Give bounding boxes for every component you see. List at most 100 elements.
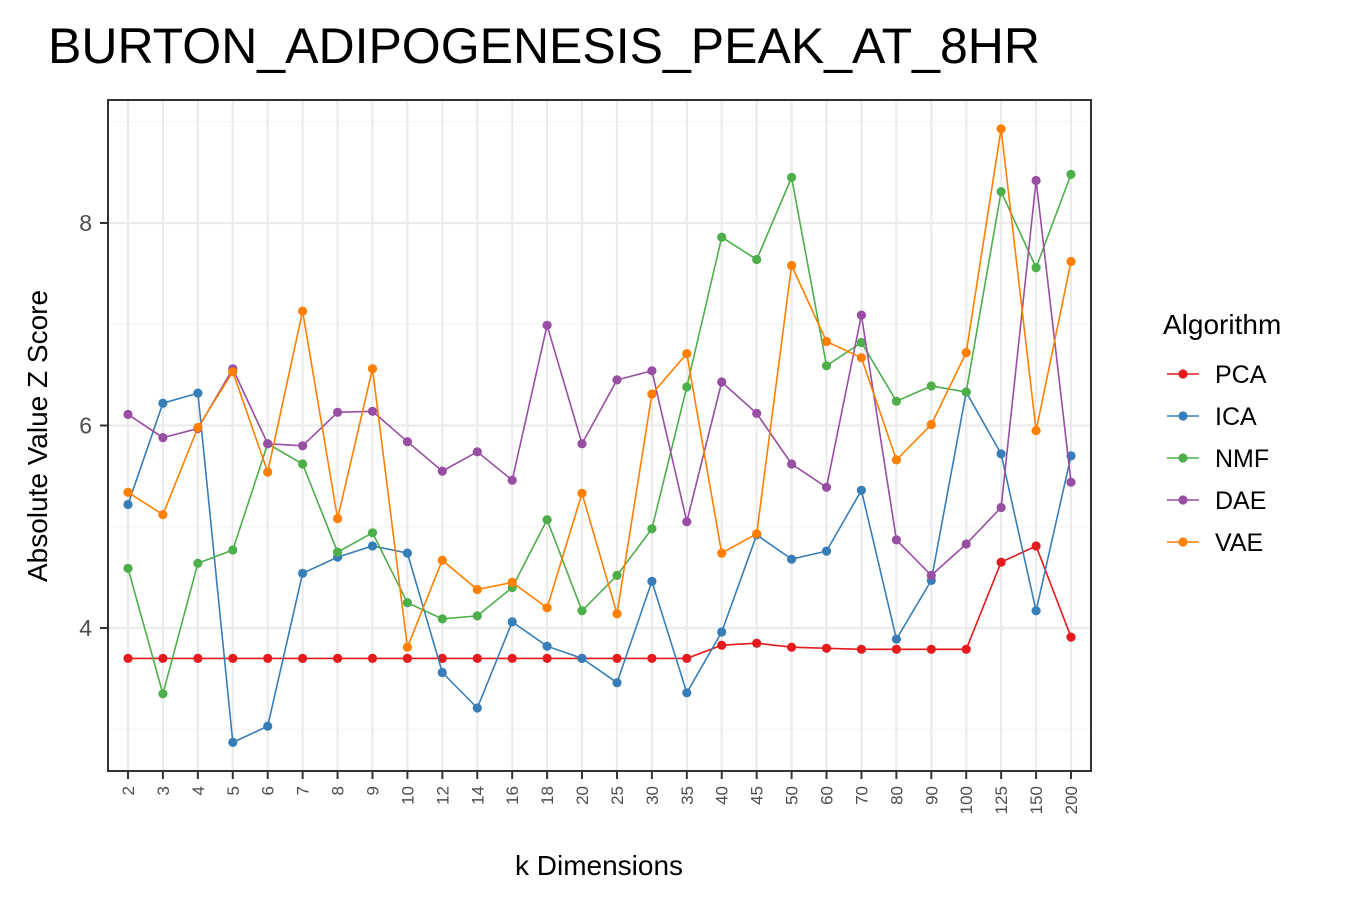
- data-point-vae: [472, 584, 482, 595]
- data-point-nmf: [402, 598, 412, 608]
- data-point-nmf: [437, 614, 447, 624]
- data-point-dae: [158, 433, 168, 443]
- data-point-pca: [856, 644, 867, 654]
- data-point-pca: [717, 640, 727, 650]
- x-tick-label: 7: [294, 786, 313, 795]
- data-point-nmf: [612, 570, 622, 581]
- data-point-pca: [891, 644, 902, 654]
- data-point-nmf: [856, 337, 867, 348]
- data-point-nmf: [367, 528, 378, 538]
- legend: Algorithm PCA ICA NMF DAE VAE: [1163, 309, 1281, 557]
- data-point-pca: [647, 653, 657, 664]
- data-point-dae: [682, 517, 692, 527]
- series-line-pca: [128, 544, 1072, 660]
- data-point-dae: [717, 377, 727, 387]
- legend-key-point: [1178, 495, 1188, 505]
- legend-title: Algorithm: [1163, 309, 1281, 340]
- data-point-dae: [1066, 477, 1076, 487]
- data-point-dae: [752, 408, 762, 418]
- legend-key-point: [1178, 537, 1188, 547]
- data-point-dae: [542, 320, 552, 330]
- series-line-nmf: [127, 174, 1072, 697]
- data-point-nmf: [752, 254, 762, 265]
- data-point-ica: [682, 688, 692, 698]
- legend-item-vae: VAE: [1167, 529, 1263, 557]
- data-point-nmf: [333, 547, 343, 557]
- data-point-dae: [891, 535, 902, 545]
- x-tick-label: 50: [783, 786, 802, 805]
- series-vae: [123, 124, 1076, 652]
- data-point-ica: [263, 721, 273, 731]
- data-point-nmf: [1031, 263, 1041, 273]
- chart-title: BURTON_ADIPOGENESIS_PEAK_AT_8HR: [48, 18, 1040, 74]
- data-point-ica: [577, 653, 587, 664]
- data-point-vae: [856, 353, 867, 363]
- data-point-vae: [263, 467, 273, 477]
- data-point-vae: [402, 642, 412, 652]
- data-point-vae: [961, 348, 971, 358]
- data-point-vae: [682, 349, 692, 359]
- data-point-vae: [193, 422, 203, 433]
- data-point-pca: [123, 653, 133, 664]
- series-dae: [123, 175, 1076, 581]
- data-point-dae: [123, 409, 133, 419]
- x-tick-label: 200: [1062, 786, 1081, 814]
- data-point-pca: [996, 557, 1006, 567]
- data-point-vae: [1031, 426, 1041, 436]
- data-point-dae: [926, 570, 936, 581]
- data-point-pca: [193, 653, 203, 664]
- data-point-dae: [298, 441, 308, 451]
- x-tick-label: 5: [224, 786, 243, 795]
- data-point-nmf: [1066, 169, 1076, 179]
- data-point-vae: [507, 577, 517, 588]
- data-point-nmf: [158, 689, 168, 699]
- data-point-dae: [402, 437, 412, 447]
- data-point-vae: [717, 548, 727, 558]
- series-line-ica: [127, 389, 1072, 744]
- data-point-dae: [996, 502, 1006, 513]
- x-tick-label: 16: [503, 786, 522, 805]
- data-point-vae: [891, 455, 902, 465]
- data-point-ica: [123, 499, 133, 510]
- x-tick-label: 90: [922, 786, 941, 805]
- legend-label: PCA: [1215, 361, 1267, 389]
- data-point-nmf: [926, 381, 936, 391]
- x-axis-title: k Dimensions: [515, 850, 683, 881]
- x-tick-label: 125: [992, 786, 1011, 814]
- y-axis: 4 6 8: [79, 210, 108, 641]
- x-tick-label: 8: [329, 786, 348, 795]
- data-point-vae: [437, 555, 447, 565]
- x-tick-label: 25: [608, 786, 627, 805]
- data-point-pca: [402, 653, 412, 664]
- legend-item-dae: DAE: [1167, 487, 1266, 515]
- legend-item-ica: ICA: [1167, 403, 1257, 431]
- data-point-vae: [123, 487, 133, 497]
- x-tick-label: 45: [748, 786, 767, 805]
- data-point-pca: [821, 643, 832, 653]
- data-point-nmf: [228, 545, 238, 555]
- data-point-pca: [752, 638, 762, 648]
- data-point-nmf: [123, 563, 133, 573]
- data-point-nmf: [647, 524, 657, 534]
- y-axis-title: Absolute Value Z Score: [22, 290, 53, 582]
- data-point-ica: [856, 485, 867, 495]
- data-point-vae: [542, 603, 552, 613]
- data-point-vae: [577, 488, 587, 498]
- data-point-nmf: [682, 382, 692, 392]
- x-tick-label: 100: [957, 786, 976, 814]
- data-point-pca: [926, 644, 936, 654]
- x-tick-label: 20: [573, 786, 592, 805]
- data-point-ica: [612, 678, 622, 688]
- panel-border: [107, 99, 1092, 772]
- series-line-dae: [127, 180, 1072, 577]
- data-point-nmf: [193, 558, 203, 568]
- x-tick-label: 150: [1027, 786, 1046, 814]
- data-point-nmf: [891, 396, 902, 406]
- x-tick-label: 9: [363, 786, 382, 795]
- data-point-vae: [612, 609, 622, 619]
- data-point-dae: [612, 375, 622, 385]
- legend-label: ICA: [1215, 403, 1257, 431]
- data-point-nmf: [472, 611, 482, 621]
- data-point-pca: [507, 653, 517, 664]
- x-tick-label: 35: [678, 786, 697, 805]
